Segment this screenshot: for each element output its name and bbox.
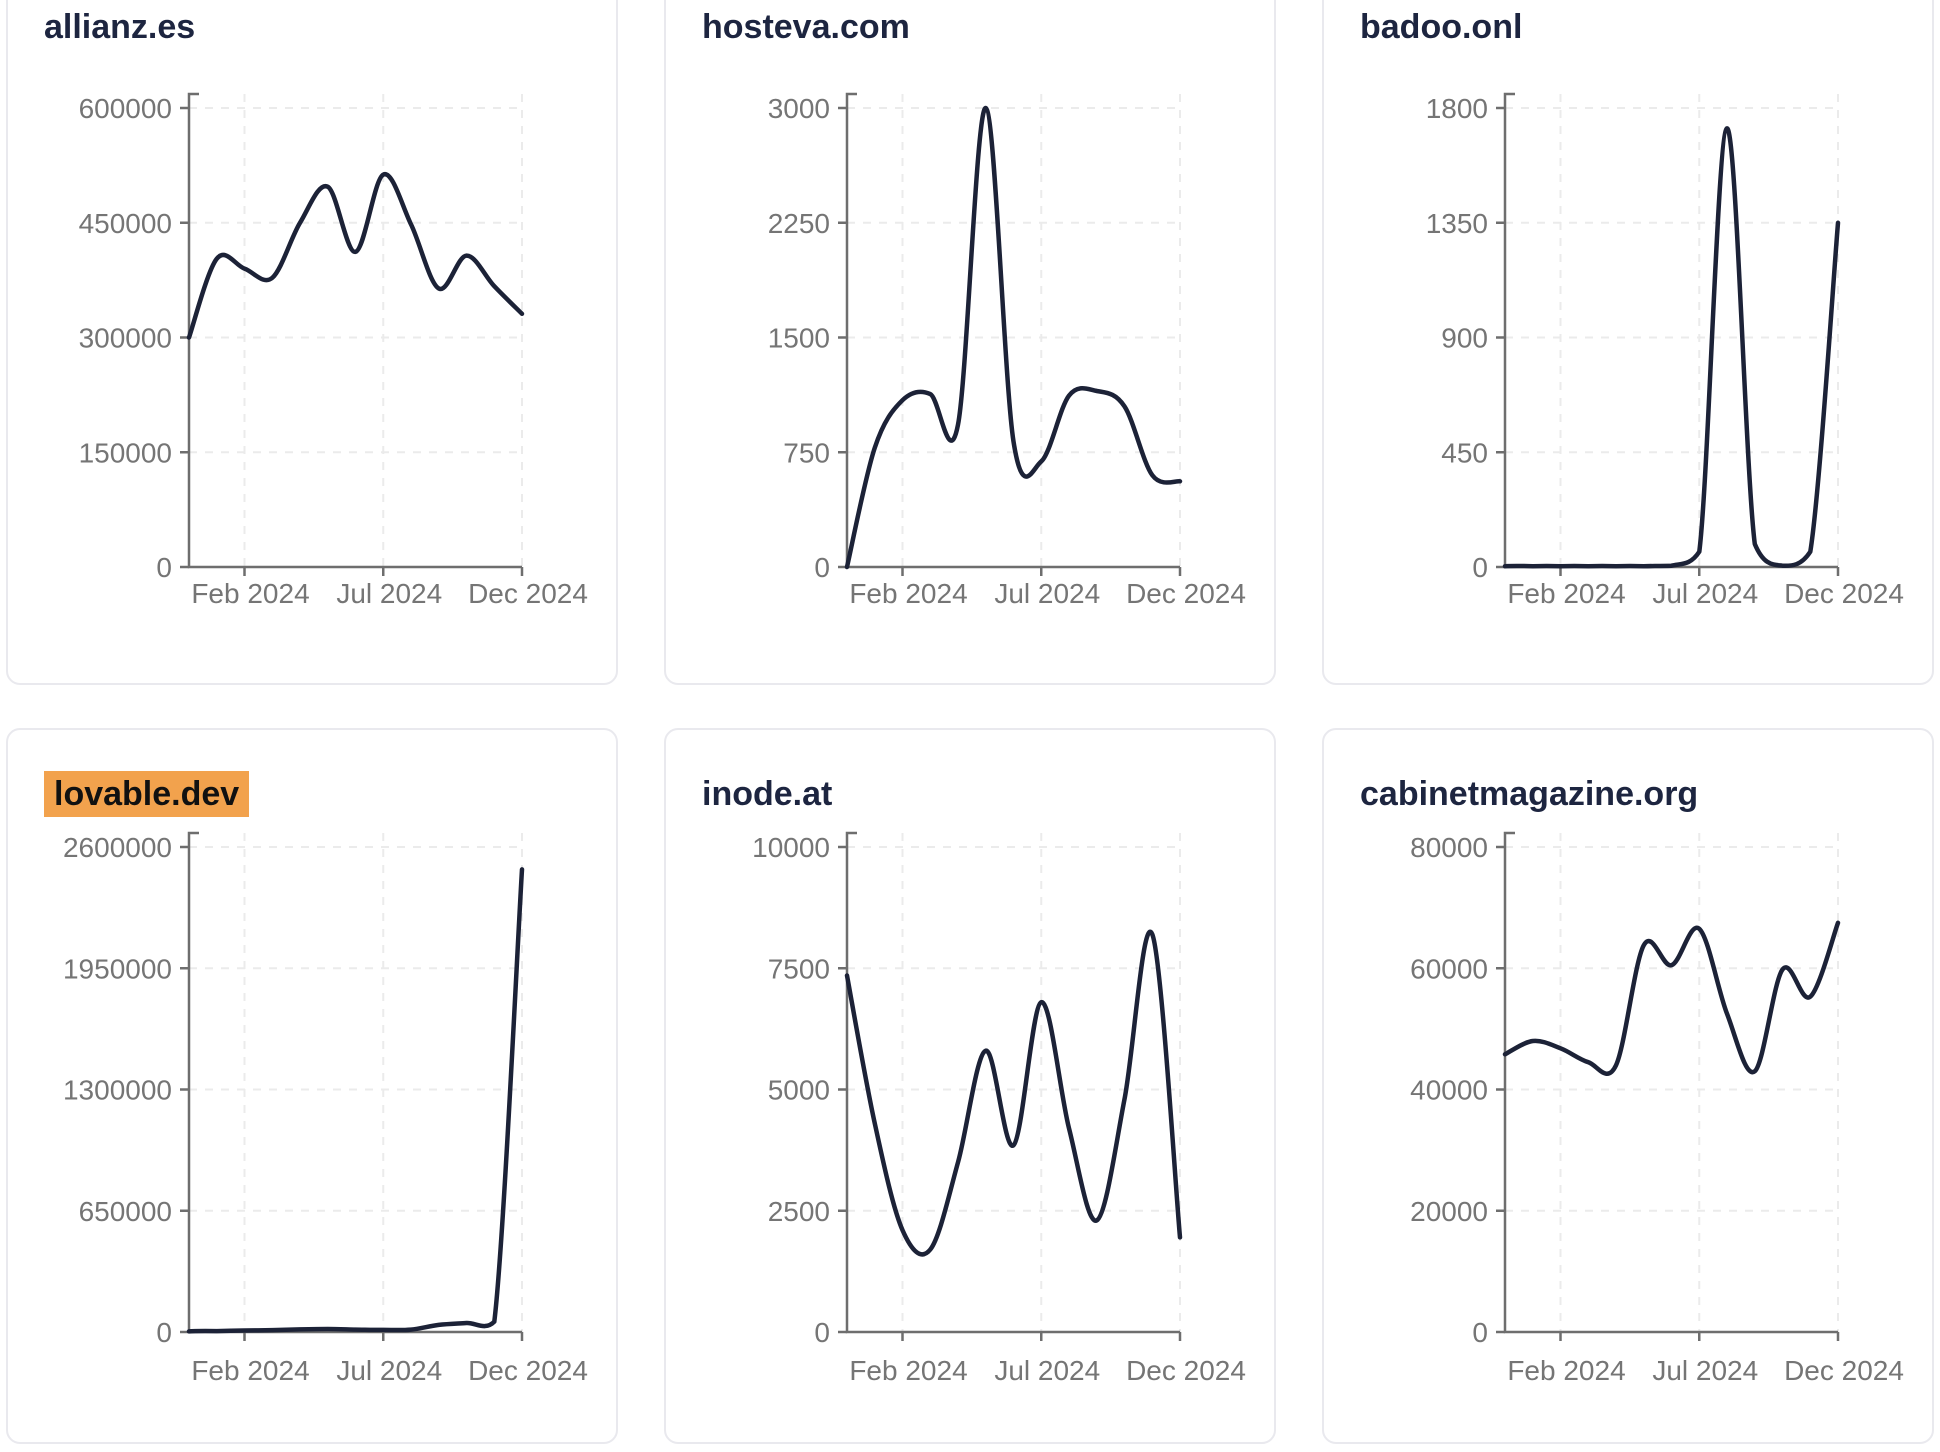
- data-line: [1502, 920, 1841, 1076]
- axis-spine: [1503, 92, 1838, 569]
- chart-title: allianz.es: [44, 7, 195, 47]
- y-tick-label: 2600000: [63, 832, 172, 863]
- line-chart: 2600000 1950000 1300000 650000 0 Feb 2024 Jul …: [63, 831, 588, 1386]
- y-tick-label: 600000: [79, 93, 172, 124]
- x-tick-label: Dec 2024: [468, 1355, 588, 1386]
- axis-spine: [1503, 831, 1838, 1334]
- x-tick-label: Feb 2024: [191, 578, 309, 609]
- y-tick-label: 900: [1441, 323, 1488, 354]
- x-tick-label: Feb 2024: [1507, 1355, 1625, 1386]
- y-tick-label: 0: [156, 1317, 172, 1348]
- axis-spine: [845, 92, 1180, 569]
- x-tick-label: Jul 2024: [336, 578, 442, 609]
- y-tick-label: 450000: [79, 208, 172, 239]
- chart-card-hosteva.com[interactable]: hosteva.com 3000 2250 1500 750 0 Feb 2024 Jul 2…: [664, 0, 1276, 685]
- axis-spine: [187, 831, 522, 1334]
- chart-card-inode.at[interactable]: inode.at 10000 7500 5000 2500 0 Feb 2024 Jul 20…: [664, 728, 1276, 1444]
- axis-spine: [845, 831, 1180, 1334]
- x-tick-label: Feb 2024: [849, 578, 967, 609]
- x-tick-label: Jul 2024: [1652, 578, 1758, 609]
- x-tick-label: Feb 2024: [849, 1355, 967, 1386]
- y-tick-label: 7500: [768, 953, 830, 984]
- y-tick-label: 20000: [1410, 1196, 1488, 1227]
- y-tick-label: 450: [1441, 437, 1488, 468]
- y-tick-label: 40000: [1410, 1075, 1488, 1106]
- y-tick-label: 5000: [768, 1075, 830, 1106]
- data-line: [186, 172, 525, 340]
- y-tick-label: 150000: [79, 437, 172, 468]
- x-tick-label: Jul 2024: [1652, 1355, 1758, 1386]
- chart-title-text: inode.at: [702, 775, 833, 813]
- x-tick-label: Jul 2024: [994, 578, 1100, 609]
- y-tick-label: 1500: [768, 323, 830, 354]
- x-tick-label: Dec 2024: [468, 578, 588, 609]
- data-line: [1502, 126, 1841, 569]
- chart-title-text: hosteva.com: [702, 8, 910, 46]
- chart-card-badoo.onl[interactable]: badoo.onl 1800 1350 900 450 0 Feb 2024 Jul 2024…: [1322, 0, 1934, 685]
- data-line: [186, 867, 525, 1334]
- chart-title-text: badoo.onl: [1360, 8, 1523, 46]
- y-tick-label: 0: [814, 1317, 830, 1348]
- chart-title: badoo.onl: [1360, 7, 1522, 47]
- line-chart: 80000 60000 40000 20000 0 Feb 2024 Jul 2024 Dec…: [1410, 831, 1904, 1386]
- line-chart: 10000 7500 5000 2500 0 Feb 2024 Jul 2024 Dec 20…: [752, 831, 1246, 1386]
- data-line: [844, 105, 1183, 570]
- chart-title: inode.at: [702, 774, 832, 814]
- y-tick-label: 1350: [1426, 208, 1488, 239]
- chart-card-lovable.dev[interactable]: lovable.dev 2600000 1950000 1300000 650000 0 F…: [6, 728, 618, 1444]
- y-tick-label: 0: [156, 552, 172, 583]
- y-tick-label: 750: [783, 437, 830, 468]
- y-tick-label: 1950000: [63, 953, 172, 984]
- chart-card-allianz.es[interactable]: allianz.es 600000 450000 300000 150000 0 Feb 2…: [6, 0, 618, 685]
- chart-title-text: allianz.es: [44, 8, 196, 46]
- line-chart: 3000 2250 1500 750 0 Feb 2024 Jul 2024 Dec 2024: [768, 92, 1246, 609]
- chart-title-text: cabinetmagazine.org: [1360, 775, 1699, 813]
- line-chart: 1800 1350 900 450 0 Feb 2024 Jul 2024 Dec 2024: [1426, 92, 1904, 609]
- x-tick-label: Dec 2024: [1784, 578, 1904, 609]
- x-tick-label: Feb 2024: [191, 1355, 309, 1386]
- chart-title-text-highlighted: lovable.dev: [44, 771, 250, 817]
- y-tick-label: 80000: [1410, 832, 1488, 863]
- y-tick-label: 2500: [768, 1196, 830, 1227]
- y-tick-label: 1300000: [63, 1075, 172, 1106]
- axis-spine: [187, 92, 522, 569]
- line-chart: 600000 450000 300000 150000 0 Feb 2024 Jul 202…: [79, 92, 588, 609]
- y-tick-label: 10000: [752, 832, 830, 863]
- x-tick-label: Jul 2024: [336, 1355, 442, 1386]
- y-tick-label: 650000: [79, 1196, 172, 1227]
- chart-title: lovable.dev: [44, 771, 250, 817]
- chart-title: hosteva.com: [702, 7, 910, 47]
- x-tick-label: Dec 2024: [1126, 1355, 1246, 1386]
- chart-card-cabinetmagazine.org[interactable]: cabinetmagazine.org 80000 60000 40000 20000 0…: [1322, 728, 1934, 1444]
- y-tick-label: 60000: [1410, 953, 1488, 984]
- y-tick-label: 0: [1472, 1317, 1488, 1348]
- x-tick-label: Dec 2024: [1126, 578, 1246, 609]
- data-line: [844, 929, 1183, 1257]
- y-tick-label: 3000: [768, 93, 830, 124]
- x-tick-label: Feb 2024: [1507, 578, 1625, 609]
- x-tick-label: Dec 2024: [1784, 1355, 1904, 1386]
- y-tick-label: 0: [1472, 552, 1488, 583]
- y-tick-label: 2250: [768, 208, 830, 239]
- x-tick-label: Jul 2024: [994, 1355, 1100, 1386]
- y-tick-label: 300000: [79, 323, 172, 354]
- y-tick-label: 0: [814, 552, 830, 583]
- y-tick-label: 1800: [1426, 93, 1488, 124]
- chart-title: cabinetmagazine.org: [1360, 774, 1698, 814]
